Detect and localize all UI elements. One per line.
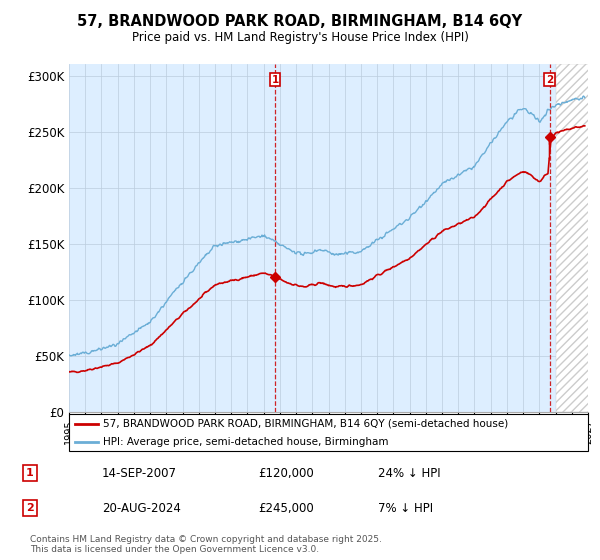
Text: 1: 1	[26, 468, 34, 478]
Text: 2: 2	[26, 503, 34, 513]
Text: 1: 1	[272, 75, 279, 85]
Text: 57, BRANDWOOD PARK ROAD, BIRMINGHAM, B14 6QY (semi-detached house): 57, BRANDWOOD PARK ROAD, BIRMINGHAM, B14…	[103, 418, 508, 428]
Text: 7% ↓ HPI: 7% ↓ HPI	[378, 502, 433, 515]
Text: 24% ↓ HPI: 24% ↓ HPI	[378, 466, 440, 480]
Text: Contains HM Land Registry data © Crown copyright and database right 2025.
This d: Contains HM Land Registry data © Crown c…	[30, 535, 382, 554]
Text: £120,000: £120,000	[258, 466, 314, 480]
Bar	[556, 64, 600, 412]
Text: £245,000: £245,000	[258, 502, 314, 515]
Text: HPI: Average price, semi-detached house, Birmingham: HPI: Average price, semi-detached house,…	[103, 437, 388, 447]
Text: 57, BRANDWOOD PARK ROAD, BIRMINGHAM, B14 6QY: 57, BRANDWOOD PARK ROAD, BIRMINGHAM, B14…	[77, 14, 523, 29]
Text: 2: 2	[546, 75, 553, 85]
Text: 20-AUG-2024: 20-AUG-2024	[102, 502, 181, 515]
Text: 14-SEP-2007: 14-SEP-2007	[102, 466, 177, 480]
Text: Price paid vs. HM Land Registry's House Price Index (HPI): Price paid vs. HM Land Registry's House …	[131, 31, 469, 44]
FancyBboxPatch shape	[69, 414, 588, 451]
